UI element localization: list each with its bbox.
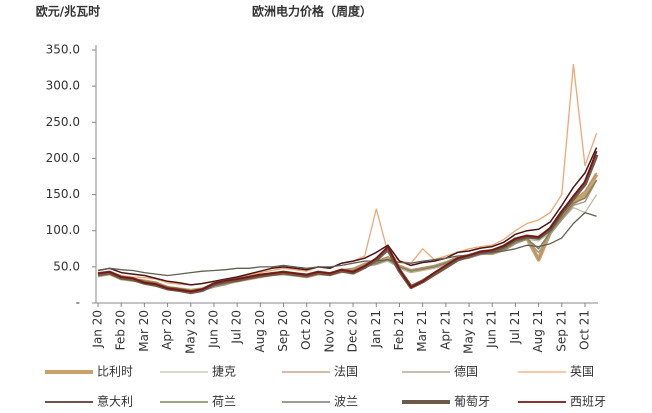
legend-label: 捷克 [212, 365, 236, 379]
series-line [97, 194, 598, 293]
x-tick-label: May 21 [462, 310, 476, 354]
x-tick-label: Feb 21 [392, 310, 406, 350]
y-axis-title: 欧元/兆瓦时 [36, 4, 100, 19]
y-tick-label: 300.0 [46, 79, 80, 93]
legend-label: 英国 [570, 365, 594, 379]
legend-label: 荷兰 [212, 395, 236, 409]
legend-label: 西班牙 [570, 395, 606, 409]
x-tick-label: May 20 [183, 310, 197, 354]
y-tick-label: 200.0 [46, 151, 80, 165]
y-tick-label: - [76, 296, 80, 310]
x-tick-label: Oct 21 [578, 310, 592, 350]
x-tick-label: Jun 20 [206, 310, 220, 349]
x-tick-label: Aug 20 [253, 310, 267, 353]
legend-label: 比利时 [97, 365, 133, 379]
x-tick-label: Sep 21 [554, 310, 568, 352]
series-line [97, 150, 598, 293]
series-line [97, 63, 598, 286]
x-tick-label: Sep 20 [276, 310, 290, 352]
x-tick-label: Mar 20 [137, 310, 151, 352]
x-tick-label: Jan 21 [369, 310, 383, 349]
series-line [97, 211, 597, 277]
x-tick-label: Nov 20 [322, 310, 336, 353]
legend-label: 波兰 [334, 395, 358, 409]
x-tick-label: Mar 21 [415, 310, 429, 352]
y-tick-label: 150.0 [46, 187, 80, 201]
legend-label: 意大利 [97, 394, 133, 409]
x-tick-label: Dec 20 [346, 310, 360, 352]
x-tick-label: Apr 20 [160, 310, 174, 350]
x-tick-label: Apr 21 [438, 310, 452, 350]
x-tick-label: Jun 21 [485, 310, 499, 349]
x-tick-label: Jan 20 [91, 310, 105, 349]
y-tick-label: 100.0 [46, 223, 80, 237]
legend-label: 葡萄牙 [454, 395, 490, 409]
series-line [97, 147, 598, 286]
chart-title: 欧洲电力价格（周度） [252, 4, 372, 19]
x-tick-label: Oct 20 [299, 310, 313, 350]
legend-label: 法国 [334, 365, 358, 379]
legend-label: 德国 [454, 364, 478, 379]
y-tick-label: 350.0 [46, 43, 80, 57]
x-tick-label: Jul 20 [230, 310, 244, 345]
x-tick-label: Aug 21 [531, 310, 545, 353]
series-line [97, 179, 598, 292]
y-tick-label: 50.0 [53, 259, 80, 273]
y-tick-label: 250.0 [46, 115, 80, 129]
x-tick-label: Jul 21 [508, 310, 522, 345]
x-tick-label: Feb 20 [114, 310, 128, 350]
